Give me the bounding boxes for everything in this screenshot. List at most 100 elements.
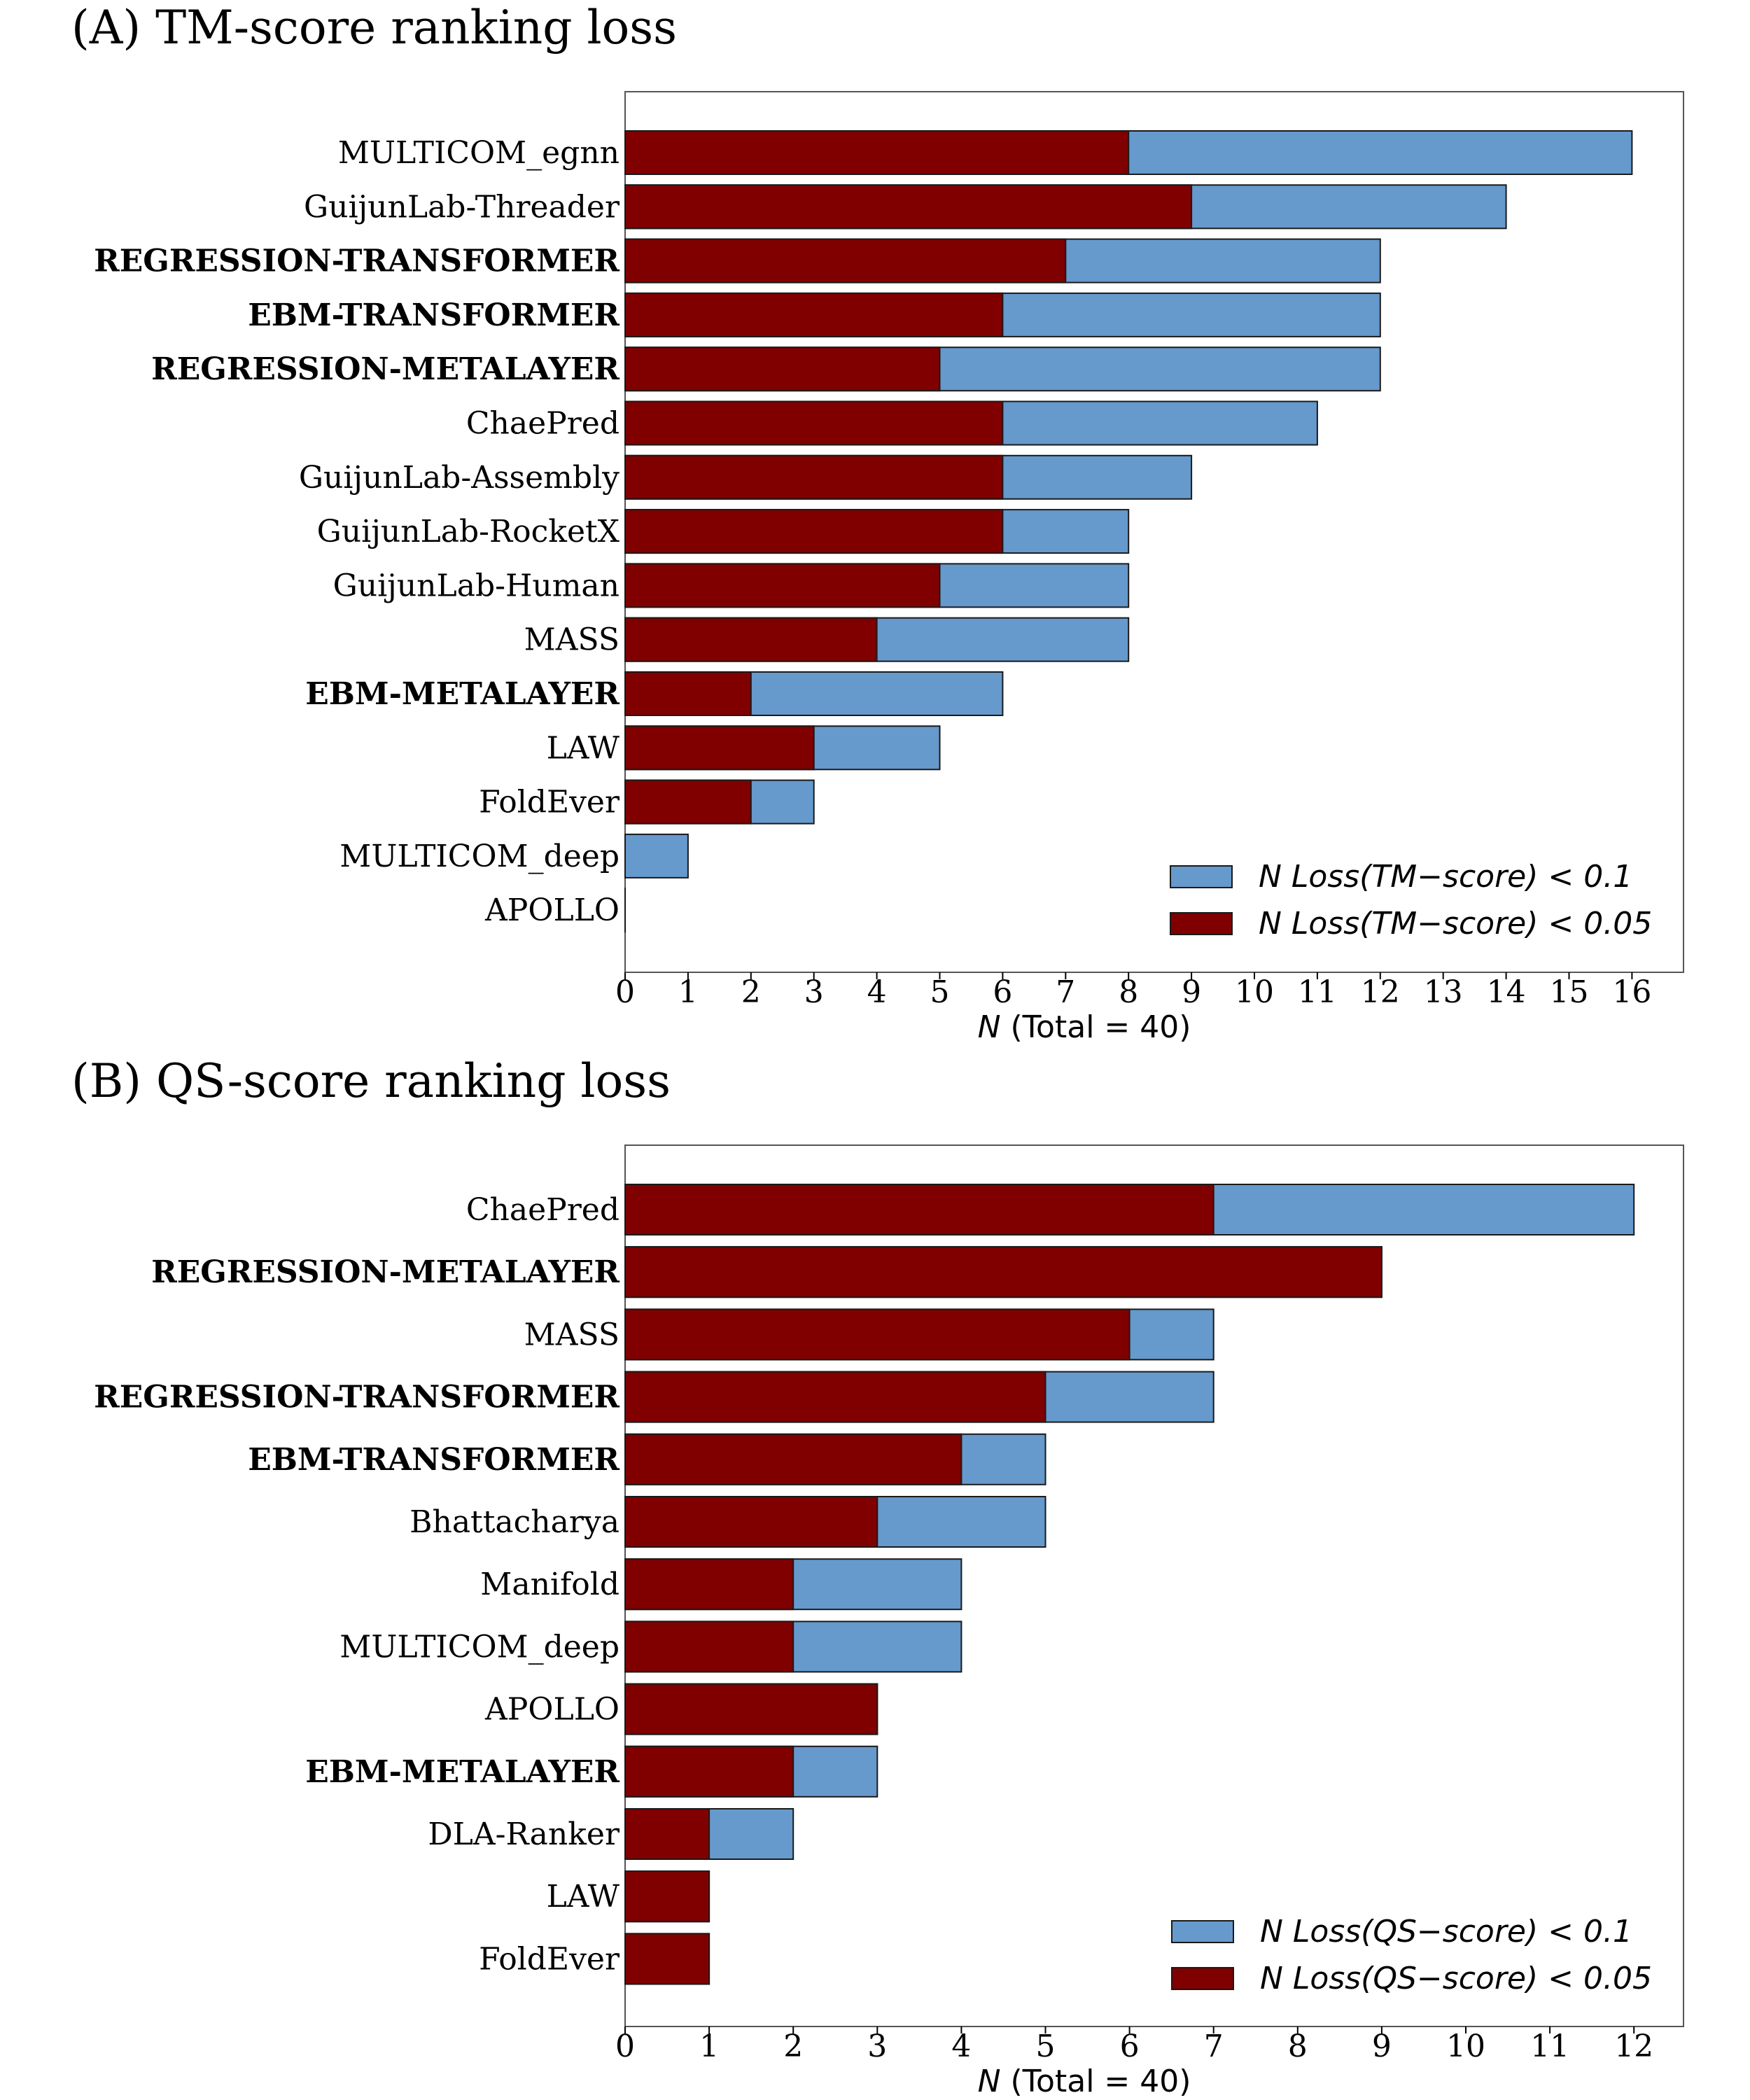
x-tick-label: 2 — [741, 974, 761, 1010]
category-label: GuijunLab-Assembly — [299, 460, 620, 496]
x-tick-label: 9 — [1182, 974, 1201, 1010]
category-label: FoldEver — [479, 1941, 620, 1977]
x-tick-label: 1 — [678, 974, 698, 1010]
bar-loss-0.05-bhattacharya — [624, 1496, 878, 1548]
panel-a: (A) TM-score ranking loss MULTICOM_egnn Gu… — [71, 1, 1684, 1045]
x-tick-label: 0 — [615, 2029, 635, 2064]
bar-loss-0.05-multicom_deep — [624, 1620, 794, 1673]
x-tick-label: 13 — [1424, 974, 1463, 1010]
bar-loss-0.05-regression-metalayer — [624, 1246, 1382, 1298]
x-tick-label: 15 — [1550, 974, 1589, 1010]
x-tick-label: 0 — [615, 974, 635, 1010]
panel-title: (A) TM-score ranking loss — [71, 1, 677, 55]
category-label: ChaePred — [466, 406, 620, 442]
x-tick-label: 9 — [1372, 2029, 1392, 2064]
bar-loss-0.05-foldever — [624, 779, 752, 825]
bar-loss-0.05-manifold — [624, 1558, 794, 1611]
x-tick-label: 3 — [867, 2029, 887, 2064]
category-label: APOLLO — [484, 892, 620, 928]
legend-label: N Loss(TM−score) < 0.1 — [1259, 859, 1632, 895]
x-tick-label: 11 — [1298, 974, 1337, 1010]
bar-loss-0.1-multicom_deep — [624, 833, 689, 878]
x-tick-label: 5 — [930, 974, 950, 1010]
category-label: GuijunLab-Threader — [304, 189, 620, 225]
category-label: MULTICOM_deep — [340, 839, 620, 874]
bar-loss-0.05-ebm-metalayer — [624, 671, 752, 716]
x-tick-label: 4 — [951, 2029, 971, 2064]
bar-loss-0.05-regression-transformer — [624, 238, 1067, 284]
bar-loss-0.05-guijunlab-rocketx — [624, 509, 1004, 554]
x-tick-label: 10 — [1235, 974, 1274, 1010]
bar-loss-0.05-chaepred — [624, 1184, 1214, 1236]
category-label: DLA-Ranker — [428, 1816, 620, 1852]
panel-title: (B) QS-score ranking loss — [71, 1054, 671, 1108]
x-tick-label: 6 — [993, 974, 1012, 1010]
x-tick-label: 12 — [1614, 2029, 1653, 2064]
legend-label: N Loss(TM−score) < 0.05 — [1259, 906, 1652, 941]
x-tick-label: 12 — [1361, 974, 1400, 1010]
category-label: REGRESSION-TRANSFORMER — [94, 1380, 620, 1415]
category-label: Bhattacharya — [410, 1504, 620, 1540]
category-label: MULTICOM_egnn — [338, 135, 620, 171]
bar-loss-0.05-guijunlab-threader — [624, 184, 1193, 230]
legend-label: N Loss(QS−score) < 0.1 — [1260, 1914, 1632, 1949]
bar-loss-0.05-mass — [624, 617, 878, 662]
x-tick-label: 16 — [1612, 974, 1651, 1010]
x-axis-label: N (Total = 40) — [978, 2064, 1191, 2099]
category-label: GuijunLab-RocketX — [317, 514, 620, 550]
x-tick-label: 7 — [1056, 974, 1075, 1010]
bar-loss-0.05-multicom_egnn — [624, 130, 1130, 175]
x-tick-label: 6 — [1120, 2029, 1140, 2064]
bar-loss-0.05-law — [624, 725, 815, 771]
category-label: ChaePred — [466, 1192, 620, 1228]
legend-label: N Loss(QS−score) < 0.05 — [1260, 1961, 1652, 1996]
legend-swatch — [1170, 865, 1233, 888]
x-tick-label: 3 — [804, 974, 824, 1010]
x-tick-label: 1 — [699, 2029, 719, 2064]
category-label: LAW — [547, 1879, 620, 1914]
category-label: EBM-TRANSFORMER — [248, 298, 620, 333]
category-label: GuijunLab-Human — [333, 568, 620, 603]
bar-loss-0.05-dla-ranker — [624, 1808, 710, 1860]
bar-loss-0.05-guijunlab-assembly — [624, 454, 1004, 500]
bar-loss-0.05-apollo — [624, 1683, 878, 1735]
bar-loss-0.05-regression-metalayer — [624, 346, 941, 392]
legend-swatch — [1171, 1920, 1234, 1943]
bar-loss-0.05-chaepred — [624, 400, 1004, 446]
category-label: MASS — [524, 1317, 620, 1352]
bar-loss-0.05-foldever — [624, 1933, 710, 1985]
category-label: MASS — [524, 622, 620, 658]
category-label: FoldEver — [479, 785, 620, 820]
x-tick-label: 8 — [1288, 2029, 1308, 2064]
category-label: LAW — [547, 730, 620, 766]
x-tick-label: 11 — [1530, 2029, 1569, 2064]
legend-swatch — [1170, 912, 1233, 935]
x-tick-label: 8 — [1119, 974, 1138, 1010]
x-axis-label: N (Total = 40) — [978, 1009, 1191, 1045]
category-label: REGRESSION-METALAYER — [151, 1254, 620, 1290]
x-tick-label: 10 — [1446, 2029, 1485, 2064]
category-label: REGRESSION-METALAYER — [151, 351, 620, 387]
category-label: APOLLO — [484, 1692, 620, 1728]
bar-loss-0.05-guijunlab-human — [624, 563, 941, 608]
bar-loss-0.05-ebm-transformer — [624, 1433, 962, 1485]
category-label: Manifold — [480, 1567, 620, 1602]
bar-loss-0.05-law — [624, 1870, 710, 1923]
category-label: MULTICOM_deep — [340, 1629, 620, 1665]
x-tick-label: 7 — [1204, 2029, 1224, 2064]
legend-swatch — [1171, 1967, 1234, 1990]
x-tick-label: 2 — [783, 2029, 803, 2064]
x-tick-label: 4 — [867, 974, 887, 1010]
bar-loss-0.05-ebm-metalayer — [624, 1745, 794, 1798]
panel-b: (B) QS-score ranking loss ChaePred REGRESS… — [71, 1054, 1684, 2099]
bar-loss-0.05-mass — [624, 1308, 1130, 1361]
category-label: EBM-METALAYER — [305, 676, 620, 712]
category-label: REGRESSION-TRANSFORMER — [94, 244, 620, 279]
x-tick-label: 5 — [1036, 2029, 1056, 2064]
category-label: EBM-TRANSFORMER — [248, 1442, 620, 1478]
bar-loss-0.05-ebm-transformer — [624, 292, 1004, 337]
bar-loss-0.05-regression-transformer — [624, 1371, 1046, 1423]
x-tick-label: 14 — [1487, 974, 1526, 1010]
category-label: EBM-METALAYER — [305, 1754, 620, 1790]
